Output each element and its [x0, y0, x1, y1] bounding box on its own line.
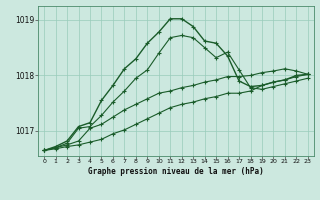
X-axis label: Graphe pression niveau de la mer (hPa): Graphe pression niveau de la mer (hPa): [88, 167, 264, 176]
